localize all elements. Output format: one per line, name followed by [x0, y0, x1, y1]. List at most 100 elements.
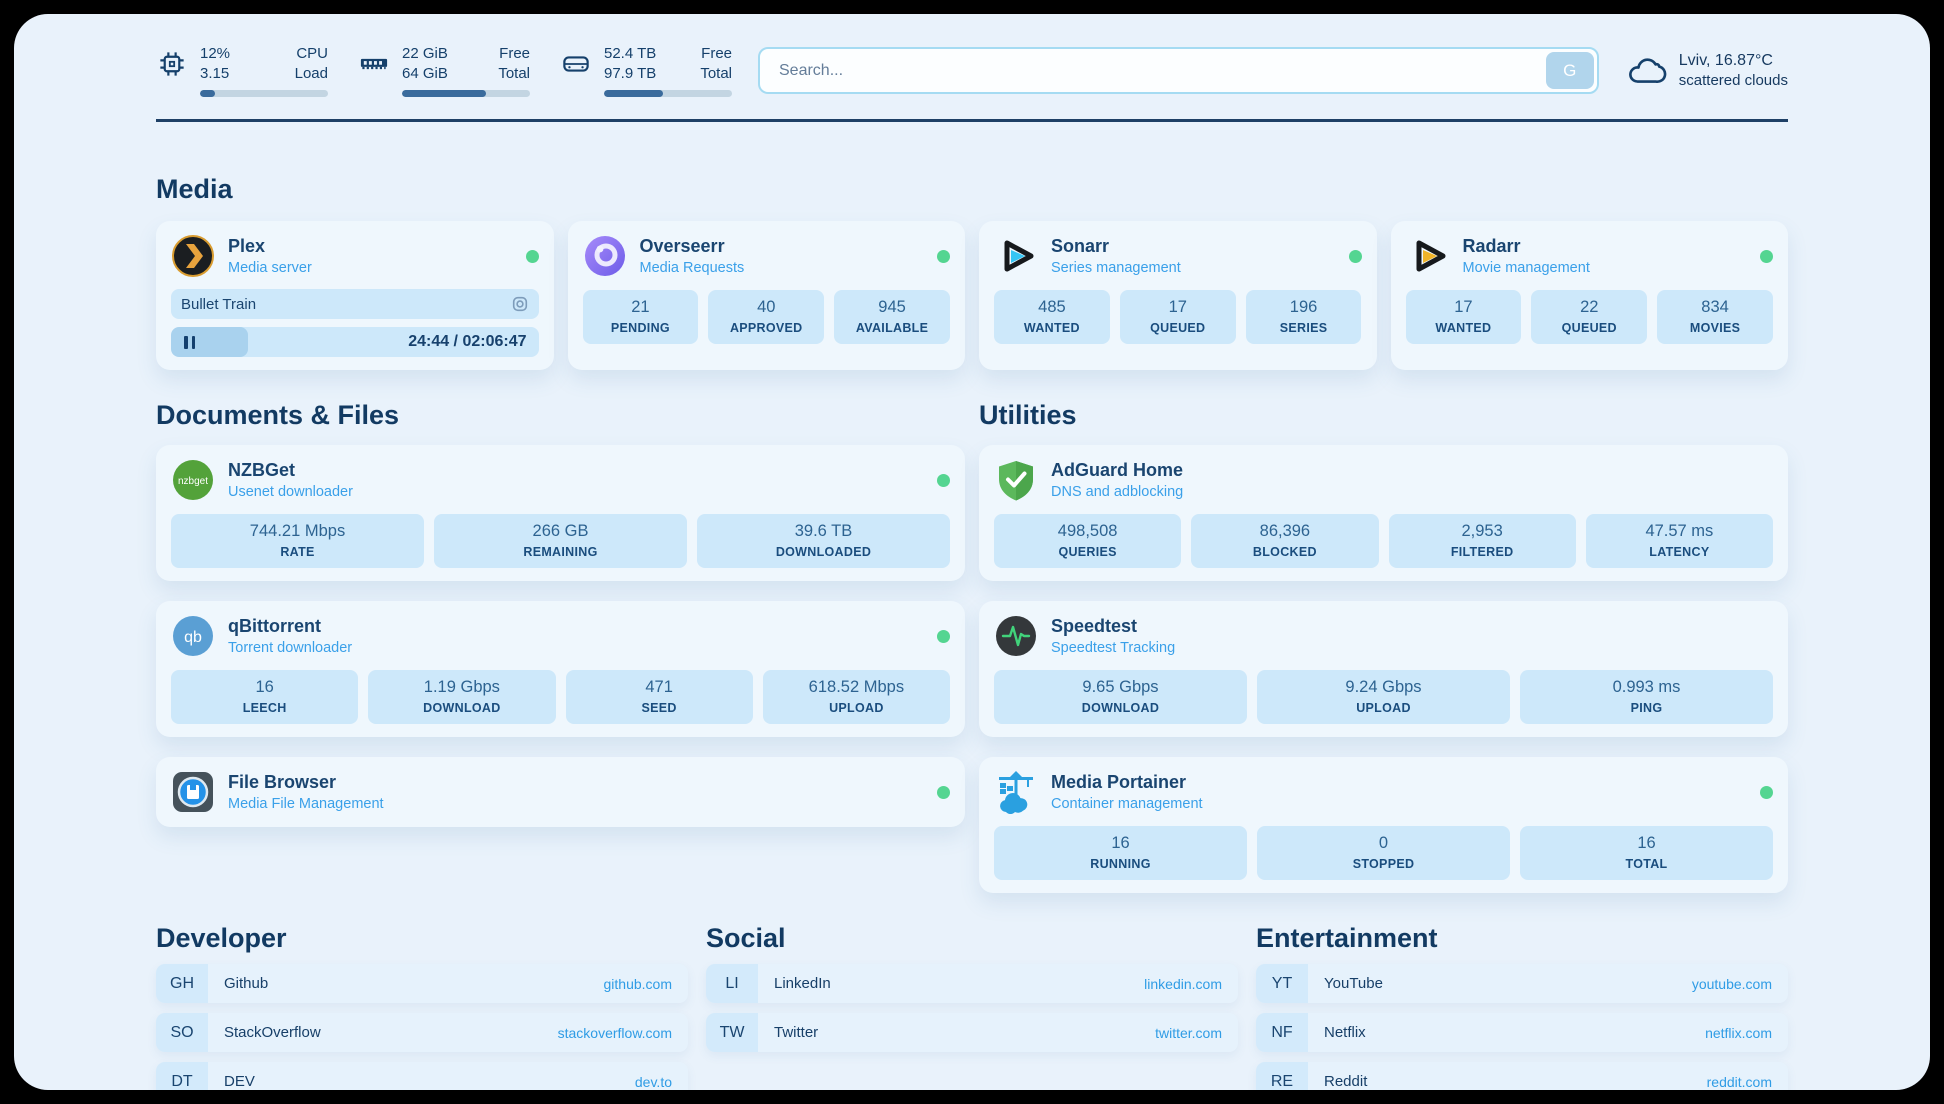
cpu-label-2: Load [294, 64, 328, 82]
documents-column: Documents & Files nzbget NZBGet Usenet d… [156, 400, 965, 893]
bookmark-reddit[interactable]: RE Reddit reddit.com [1256, 1062, 1788, 1090]
adguard-icon [999, 461, 1033, 501]
bookmark-tag: YT [1256, 964, 1308, 1003]
radarr-title: Radarr [1462, 236, 1521, 256]
adguard-subtitle: DNS and adblocking [1051, 484, 1184, 500]
pause-icon[interactable] [184, 335, 195, 349]
bookmark-twitter[interactable]: TW Twitter twitter.com [706, 1013, 1238, 1052]
memory-progress-bar [402, 90, 530, 97]
bookmark-tag: DT [156, 1062, 208, 1090]
card-plex[interactable]: Plex Media server Bullet Train 24:44 / 0… [156, 221, 554, 370]
now-playing-settings-icon[interactable] [511, 295, 529, 313]
utilities-column: Utilities AdGuard Home DNS and adblockin… [979, 400, 1788, 893]
nzbget-title: NZBGet [228, 460, 295, 480]
sonarr-icon [1004, 240, 1034, 272]
cpu-percent: 12% [200, 45, 231, 62]
media-grid: Plex Media server Bullet Train 24:44 / 0… [156, 221, 1788, 370]
section-title-entertainment: Entertainment [1256, 923, 1438, 953]
card-qbittorrent[interactable]: qb qBittorrent Torrent downloader 16 LEE… [156, 601, 965, 737]
stat-pill: 1.19 Gbps DOWNLOAD [368, 670, 556, 724]
card-speedtest[interactable]: Speedtest Speedtest Tracking 9.65 Gbps D… [979, 601, 1788, 737]
sonarr-title: Sonarr [1051, 236, 1110, 256]
card-sonarr[interactable]: Sonarr Series management 485 WANTED 17 Q… [979, 221, 1377, 370]
stat-pill: 47.57 ms LATENCY [1585, 514, 1773, 568]
stat-pill: 22 QUEUED [1531, 290, 1648, 344]
links-developer: Developer GH Github github.com SO StackO… [156, 923, 688, 1090]
sonarr-subtitle: Series management [1051, 260, 1181, 276]
now-playing-bar: Bullet Train [171, 289, 539, 319]
card-portainer[interactable]: Media Portainer Container management 16 … [979, 757, 1788, 893]
section-title-documents: Documents & Files [156, 400, 400, 430]
search-engine-button[interactable]: G [1545, 52, 1594, 89]
cloud-icon [1628, 57, 1667, 83]
section-title-utilities: Utilities [979, 400, 1077, 430]
bookmark-tag: NF [1256, 1013, 1308, 1052]
bookmark-youtube[interactable]: YT YouTube youtube.com [1256, 964, 1788, 1003]
bookmark-dev[interactable]: DT DEV dev.to [156, 1062, 688, 1090]
stat-pill: 16 TOTAL [1520, 826, 1773, 880]
stat-pill: 266 GB REMAINING [434, 514, 687, 568]
stat-pill: 86,396 BLOCKED [1191, 514, 1379, 568]
card-radarr[interactable]: Radarr Movie management 17 WANTED 22 QUE… [1390, 221, 1788, 370]
disk-icon [563, 55, 589, 72]
cpu-load-value: 3.15 [200, 64, 230, 82]
portainer-icon [999, 771, 1033, 814]
speedtest-icon [996, 616, 1036, 656]
stat-pill: 485 WANTED [994, 290, 1110, 344]
nzbget-subtitle: Usenet downloader [228, 484, 353, 500]
stat-pill: 0 STOPPED [1257, 826, 1510, 880]
stat-pill: 9.65 Gbps DOWNLOAD [994, 670, 1247, 724]
bookmark-stackoverflow[interactable]: SO StackOverflow stackoverflow.com [156, 1013, 688, 1052]
card-nzbget[interactable]: nzbget NZBGet Usenet downloader 744.21 M… [156, 445, 965, 581]
stat-pill: 196 SERIES [1245, 290, 1362, 344]
stat-pill: 17 QUEUED [1119, 290, 1236, 344]
memory-stat: 22 GiB 64 GiB Free Total [358, 44, 530, 97]
card-overseerr[interactable]: Overseerr Media Requests 21 PENDING 40 A… [567, 221, 965, 370]
stat-pill: 471 SEED [565, 670, 753, 724]
disk-label-2: Total [700, 64, 732, 82]
portainer-subtitle: Container management [1051, 796, 1203, 812]
overseerr-title: Overseerr [639, 236, 725, 256]
header-divider [156, 119, 1788, 122]
cpu-stat: 12% 3.15 CPU Load [156, 44, 328, 97]
stat-pill: 16 RUNNING [994, 826, 1247, 880]
bookmark-netflix[interactable]: NF Netflix netflix.com [1256, 1013, 1788, 1052]
overseerr-subtitle: Media Requests [639, 260, 745, 276]
stat-pill: 618.52 Mbps UPLOAD [762, 670, 950, 724]
disk-label-1: Free [701, 45, 732, 62]
bookmark-tag: LI [706, 964, 758, 1003]
filebrowser-title: File Browser [228, 772, 337, 792]
bookmark-tag: SO [156, 1013, 208, 1052]
overseerr-status-dot [937, 249, 950, 263]
bookmark-linkedin[interactable]: LI LinkedIn linkedin.com [706, 964, 1238, 1003]
bookmark-tag: RE [1256, 1062, 1308, 1090]
playback-progress-bar: 24:44 / 02:06:47 [171, 327, 539, 357]
card-adguard[interactable]: AdGuard Home DNS and adblocking 498,508 … [979, 445, 1788, 581]
stat-pill: 945 AVAILABLE [834, 290, 950, 344]
stat-pill: 16 LEECH [171, 670, 359, 724]
stat-pill: 40 APPROVED [708, 290, 825, 344]
dashboard: 12% 3.15 CPU Load [14, 14, 1930, 1090]
filebrowser-icon [173, 772, 213, 812]
plex-title: Plex [228, 236, 266, 256]
stat-pill: 9.24 Gbps UPLOAD [1257, 670, 1510, 724]
stat-pill: 744.21 Mbps RATE [171, 514, 424, 568]
header: 12% 3.15 CPU Load [156, 14, 1788, 97]
nzbget-icon: nzbget [173, 460, 213, 500]
plex-status-dot [525, 249, 539, 263]
portainer-title: Media Portainer [1051, 772, 1187, 792]
ram-icon [360, 58, 388, 69]
plex-icon [172, 235, 214, 277]
playback-time: 24:44 / 02:06:47 [408, 333, 527, 350]
qbittorrent-title: qBittorrent [228, 616, 321, 636]
card-filebrowser[interactable]: File Browser Media File Management [156, 757, 965, 827]
filebrowser-subtitle: Media File Management [228, 796, 384, 812]
section-title-media: Media [156, 174, 233, 204]
nzbget-status-dot [937, 473, 950, 487]
search-input[interactable] [763, 61, 1546, 80]
weather-condition: scattered clouds [1678, 72, 1788, 89]
disk-total: 97.9 TB [604, 64, 657, 82]
stat-pill: 21 PENDING [582, 290, 699, 344]
adguard-title: AdGuard Home [1051, 460, 1184, 480]
bookmark-github[interactable]: GH Github github.com [156, 964, 688, 1003]
